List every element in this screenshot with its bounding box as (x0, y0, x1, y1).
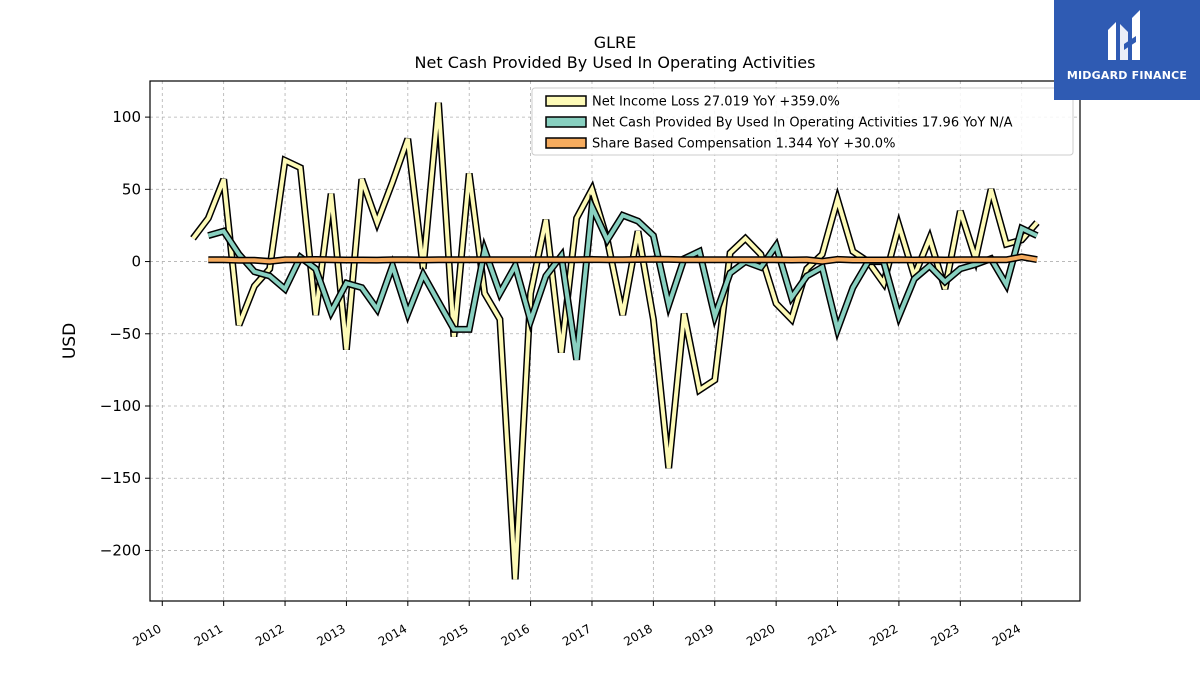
series-outline (190, 102, 1040, 580)
x-tick-label: 2024 (990, 621, 1023, 648)
x-tick-label: 2018 (621, 621, 654, 648)
chart-subtitle: Net Cash Provided By Used In Operating A… (415, 53, 816, 72)
x-tick-label: 2016 (499, 621, 532, 648)
x-tick-label: 2010 (130, 621, 163, 648)
legend-entry: Share Based Compensation 1.344 YoY +30.0… (592, 137, 895, 152)
brand-name: MIDGARD FINANCE (1066, 69, 1188, 82)
y-axis-label: USD (60, 323, 80, 359)
brand-logo: MIDGARD FINANCE (1054, 0, 1200, 100)
x-tick-label: 2022 (867, 621, 900, 648)
x-tick-label: 2019 (683, 621, 716, 648)
midgard-logo-icon (1108, 10, 1140, 60)
legend-swatch (545, 95, 587, 107)
legend-box (531, 87, 1074, 156)
y-tick-label: 0 (131, 253, 141, 271)
y-tick-label: −100 (100, 397, 141, 415)
x-tick-label: 2015 (437, 621, 470, 648)
x-tick-label: 2023 (928, 621, 961, 648)
y-tick-label: 50 (122, 180, 141, 198)
y-axis: 100 50 0 −50 −100 −150 −200 (100, 108, 150, 559)
x-tick-label: 2020 (744, 621, 777, 648)
x-tick-label: 2013 (314, 621, 347, 648)
plot-frame (149, 80, 1081, 602)
x-tick-label: 2012 (253, 621, 286, 648)
legend-swatch (545, 116, 587, 128)
legend-entry: Net Cash Provided By Used In Operating A… (592, 116, 1013, 131)
y-tick-label: −200 (100, 541, 141, 559)
series-layer (190, 102, 1040, 580)
x-tick-label: 2014 (376, 621, 409, 648)
x-tick-label: 2017 (560, 621, 593, 648)
series-line-0 (191, 102, 1039, 580)
legend: Net Income Loss 27.019 YoY +359.0% Net Ca… (531, 87, 1074, 156)
y-tick-label: −50 (109, 325, 141, 343)
legend-swatch (545, 137, 587, 149)
x-tick-label: 2011 (192, 621, 225, 648)
legend-entry: Net Income Loss 27.019 YoY +359.0% (592, 95, 840, 110)
x-tick-label: 2021 (806, 621, 839, 648)
chart-title: GLRE (594, 33, 637, 52)
y-tick-label: 100 (112, 108, 141, 126)
series-line-1 (207, 199, 1038, 361)
x-axis: 2010 2011 2012 2013 2014 2015 2016 2017 2018 2019… (130, 601, 1023, 649)
y-tick-label: −150 (100, 469, 141, 487)
series-line-2 (208, 254, 1038, 264)
